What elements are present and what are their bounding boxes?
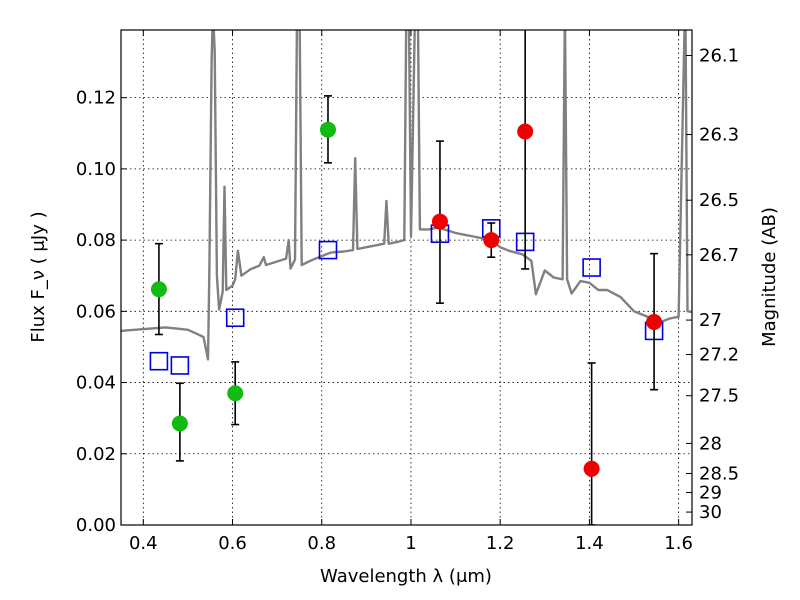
flux-point bbox=[583, 460, 600, 477]
y-tick-label: 0.06 bbox=[76, 301, 116, 322]
ticks: 0.4 0.6 0.8 1 1.2 1.4 1.6 0.00 0.02 0.04 0.06 0.08 0… bbox=[76, 30, 739, 554]
right-tick-label: 28.5 bbox=[699, 464, 739, 485]
right-tick-label: 28 bbox=[699, 433, 722, 454]
right-tick-label: 26.1 bbox=[699, 46, 739, 67]
y-tick-label: 0.10 bbox=[76, 159, 116, 180]
x-tick-label: 0.6 bbox=[218, 533, 247, 554]
right-tick-label: 26.3 bbox=[699, 125, 739, 146]
y-tick-label: 0.04 bbox=[76, 373, 116, 394]
y-tick-label: 0.02 bbox=[76, 444, 116, 465]
x-axis-label: Wavelength λ (μm) bbox=[320, 566, 492, 587]
flux-point bbox=[319, 121, 336, 138]
y-tick-label: 0.00 bbox=[76, 515, 116, 536]
right-tick-label: 29 bbox=[699, 483, 722, 504]
flux-point bbox=[431, 213, 448, 230]
right-tick-label: 27.5 bbox=[699, 386, 739, 407]
right-axis-label: Magnitude (AB) bbox=[759, 207, 780, 347]
right-tick-label: 26.5 bbox=[699, 190, 739, 211]
y-tick-label: 0.08 bbox=[76, 230, 116, 251]
flux-point bbox=[517, 123, 534, 140]
flux-point bbox=[171, 415, 188, 432]
right-tick-label: 27.2 bbox=[699, 345, 739, 366]
x-tick-label: 1.4 bbox=[575, 533, 604, 554]
y-axis-label: Flux F_ν ( μJy ) bbox=[28, 211, 49, 342]
right-tick-label: 30 bbox=[699, 502, 722, 523]
sed-layer bbox=[121, 30, 692, 361]
x-tick-label: 0.4 bbox=[129, 533, 158, 554]
marks-layer bbox=[149, 30, 664, 525]
flux-point bbox=[646, 314, 663, 331]
right-tick-label: 27 bbox=[699, 310, 722, 331]
flux-point bbox=[150, 281, 167, 298]
flux-point bbox=[483, 232, 500, 249]
flux-point bbox=[227, 385, 244, 402]
x-tick-label: 1 bbox=[405, 533, 416, 554]
sed-model-line bbox=[121, 30, 692, 361]
model-flux-square bbox=[149, 351, 169, 371]
model-flux-square bbox=[582, 258, 601, 277]
x-tick-label: 1.6 bbox=[664, 533, 693, 554]
model-flux-square bbox=[225, 308, 245, 328]
plot-frame bbox=[120, 29, 693, 526]
x-tick-label: 0.8 bbox=[307, 533, 336, 554]
y-tick-label: 0.12 bbox=[76, 88, 116, 109]
model-flux-square bbox=[170, 356, 190, 375]
right-tick-label: 26.7 bbox=[699, 245, 739, 266]
x-tick-label: 1.2 bbox=[486, 533, 515, 554]
model-flux-square bbox=[318, 240, 338, 260]
